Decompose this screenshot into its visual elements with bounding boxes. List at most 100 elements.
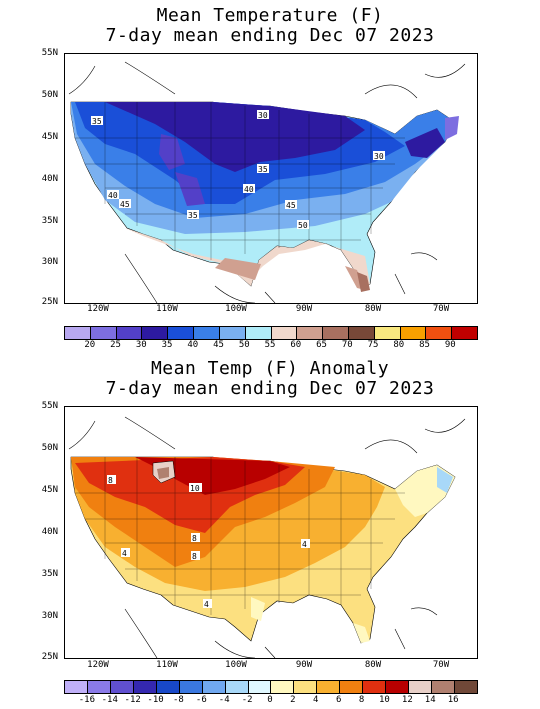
bottom-legend-swatch	[248, 681, 272, 693]
bottom-title-line1: Mean Temp (F) Anomaly	[150, 358, 390, 379]
band-60	[215, 258, 365, 290]
bottom-lon-tick: 100W	[225, 660, 247, 670]
top-lon-tick: 70W	[432, 304, 450, 314]
top-contour-label: 30	[374, 152, 384, 161]
bottom-legend-swatch	[179, 681, 203, 693]
bottom-contour-label: 10	[190, 484, 200, 493]
top-legend-swatch	[219, 327, 246, 339]
top-contour-label: 40	[244, 185, 254, 194]
band-ne-30	[405, 128, 445, 158]
top-contour-label: 35	[258, 165, 268, 174]
top-legend-swatch	[426, 327, 453, 339]
top-legend-label: 40	[187, 340, 199, 350]
bottom-lat-tick: 40N	[41, 527, 58, 537]
top-lon-tick: 110W	[156, 304, 178, 314]
bottom-lon-tick: 120W	[87, 660, 109, 670]
top-lat-tick: 50N	[41, 90, 58, 100]
bottom-lat-tick: 35N	[41, 569, 58, 579]
top-legend-swatch	[194, 327, 220, 339]
top-lat-tick: 55N	[41, 48, 58, 58]
top-legend-swatch	[65, 327, 91, 339]
top-contour-label: 30	[258, 111, 268, 120]
top-lat-tick: 25N	[41, 297, 58, 307]
top-legend-label: 50	[238, 340, 250, 350]
band-maine	[445, 116, 459, 140]
top-legend-label: 75	[367, 340, 379, 350]
mean-temperature-panel: Mean Temperature (F) 7-day mean ending D…	[41, 5, 478, 350]
top-legend-label: 20	[84, 340, 96, 350]
bottom-contour-label: 8	[108, 476, 113, 485]
bottom-legend-swatch	[317, 681, 341, 693]
bottom-lon-tick: 110W	[156, 660, 178, 670]
top-legend-swatch	[374, 327, 401, 339]
top-color-legend	[64, 326, 478, 340]
top-legend-label: 60	[290, 340, 302, 350]
bottom-title-line2: 7-day mean ending Dec 07 2023	[105, 378, 435, 399]
bottom-legend-label: 6	[335, 695, 342, 705]
bottom-legend-label: 16	[447, 695, 459, 705]
bottom-legend-label: 4	[313, 695, 319, 705]
bottom-legend-swatch	[225, 681, 249, 693]
top-legend-swatch	[297, 327, 324, 339]
bottom-contour-label: 8	[192, 534, 197, 543]
bottom-legend-swatch	[294, 681, 318, 693]
top-legend-swatch	[245, 327, 272, 339]
bottom-legend-swatch	[65, 681, 88, 693]
anom-fl-2	[353, 623, 370, 643]
bottom-lat-tick: 45N	[41, 485, 58, 495]
bottom-legend-label: -14	[101, 695, 118, 705]
bottom-legend-swatch	[271, 681, 295, 693]
top-contour-label: 40	[108, 191, 118, 200]
bottom-legend-labels: -16 -14 -12 -10 -8 -6 -4 -2 0 2 4 6 8 10 12 14 16	[64, 695, 476, 707]
bottom-color-legend	[64, 680, 478, 694]
bottom-legend-label: 12	[401, 695, 413, 705]
top-contour-label: 50	[298, 221, 308, 230]
bottom-legend-label: 8	[358, 695, 365, 705]
top-lat-tick: 40N	[41, 174, 58, 184]
top-legend-label: 80	[393, 340, 405, 350]
top-legend-swatch	[142, 327, 169, 339]
bottom-legend-label: -10	[147, 695, 164, 705]
top-lat-tick: 45N	[41, 132, 58, 142]
bottom-contour-label: 4	[204, 600, 209, 609]
bottom-legend-label: -6	[195, 695, 207, 705]
bottom-legend-label: -2	[241, 695, 253, 705]
top-contour-label: 45	[286, 201, 296, 210]
top-legend-swatch	[168, 327, 195, 339]
top-legend-label: 30	[135, 340, 147, 350]
bottom-legend-label: 0	[267, 695, 273, 705]
bottom-legend-swatch	[363, 681, 387, 693]
bottom-legend-swatch	[340, 681, 364, 693]
top-contour-label: 35	[188, 211, 198, 220]
band-25	[159, 134, 185, 170]
bottom-map: 8 10 8 4 8 4 4	[64, 406, 478, 659]
bottom-legend-swatch	[409, 681, 432, 693]
bottom-lat-tick: 30N	[41, 611, 58, 621]
bottom-legend-label: 2	[290, 695, 296, 705]
bottom-lat-tick: 50N	[41, 443, 58, 453]
top-title-line2: 7-day mean ending Dec 07 2023	[105, 25, 435, 46]
top-lat-tick: 30N	[41, 257, 58, 267]
top-map: 35 30 35 40 45 35 40 45 50 30	[64, 53, 478, 304]
bottom-contour-label: 8	[192, 552, 197, 561]
bottom-legend-label: -16	[78, 695, 96, 705]
bottom-legend-label: -12	[124, 695, 141, 705]
top-legend-label: 45	[213, 340, 224, 350]
bottom-lon-tick: 80W	[364, 660, 382, 670]
anom-14	[157, 467, 169, 479]
bottom-legend-swatch	[87, 681, 111, 693]
band-55	[125, 228, 370, 288]
anom-ne-0	[437, 467, 453, 493]
bottom-legend-label: -4	[218, 695, 230, 705]
bottom-legend-swatch	[432, 681, 455, 693]
bottom-legend-swatch	[454, 681, 477, 693]
bottom-lon-tick: 90W	[295, 660, 313, 670]
temperature-anomaly-panel: Mean Temp (F) Anomaly 7-day mean ending …	[0, 355, 540, 709]
top-legend-label: 70	[341, 340, 353, 350]
bottom-legend-swatch	[133, 681, 157, 693]
bottom-contour-label: 4	[122, 549, 127, 558]
top-legend-swatch	[323, 327, 349, 339]
top-legend-swatch	[90, 327, 117, 339]
top-title-line1: Mean Temperature (F)	[156, 5, 384, 26]
top-lat-tick: 35N	[41, 216, 58, 226]
